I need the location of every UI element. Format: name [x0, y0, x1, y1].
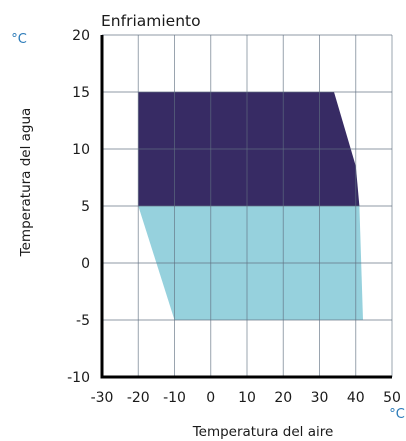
x-tick-label: -10: [163, 390, 186, 406]
y-axis-title: Temperatura del agua: [18, 108, 34, 258]
y-tick-label: 0: [81, 256, 90, 272]
x-tick-label: 40: [347, 390, 365, 406]
x-tick-label: 50: [383, 390, 401, 406]
x-tick-label: -20: [127, 390, 150, 406]
y-tick-label: -10: [67, 370, 90, 386]
x-tick-label: 0: [206, 390, 215, 406]
chart-title: Enfriamiento: [101, 12, 201, 30]
y-tick-label: -5: [76, 313, 90, 329]
x-tick-label: 20: [274, 390, 292, 406]
x-tick-label: 10: [238, 390, 256, 406]
y-tick-label: 20: [72, 28, 90, 44]
x-tick-label: -30: [91, 390, 114, 406]
y-tick-label: 10: [72, 142, 90, 158]
tick-label-layer: -30 -20 -10 0 10 20 30 40 50 -10 -5 0 5 10 15 20: [67, 28, 401, 406]
x-axis-title: Temperatura del aire: [192, 424, 334, 440]
y-tick-label: 5: [81, 199, 90, 215]
grid-layer: [102, 34, 393, 377]
y-axis-unit: °C: [11, 32, 27, 47]
x-tick-label: 30: [311, 390, 329, 406]
x-axis-unit: °C: [389, 407, 405, 422]
y-tick-label: 15: [72, 85, 90, 101]
axes-layer: [100, 35, 392, 379]
